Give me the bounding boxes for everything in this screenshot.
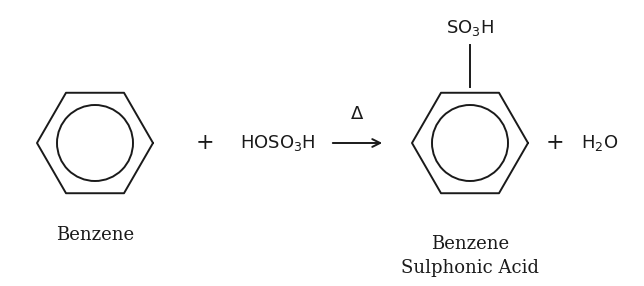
Text: $\mathrm{H_2O}$: $\mathrm{H_2O}$ xyxy=(582,133,619,153)
Text: Benzene: Benzene xyxy=(56,226,134,244)
Text: Benzene
Sulphonic Acid: Benzene Sulphonic Acid xyxy=(401,235,539,277)
Text: $\mathrm{HOSO_3H}$: $\mathrm{HOSO_3H}$ xyxy=(240,133,316,153)
Text: +: + xyxy=(196,132,214,154)
Text: $\Delta$: $\Delta$ xyxy=(350,105,364,123)
Text: $\mathrm{SO_3H}$: $\mathrm{SO_3H}$ xyxy=(446,18,494,38)
Text: +: + xyxy=(545,132,564,154)
